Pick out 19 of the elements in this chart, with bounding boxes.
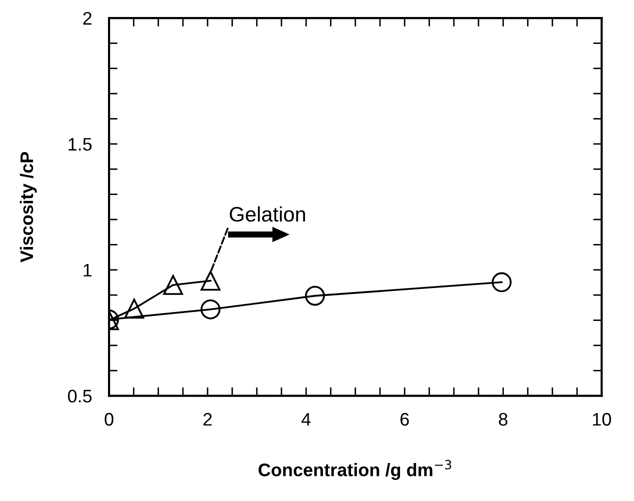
y-axis-title: Viscosity /cP	[20, 152, 37, 262]
x-tick-label: 2	[203, 412, 212, 426]
point	[163, 275, 184, 295]
y-tick-label: 0.5	[68, 390, 92, 403]
x-tick-label: 8	[498, 412, 508, 426]
x-tick-label: 4	[301, 413, 311, 426]
x-axis-title: Concentration /g dm$^{−3}$	[258, 460, 452, 480]
y-tick-label: 1.5	[68, 138, 92, 151]
point	[124, 298, 144, 319]
x-tick-label: 0	[104, 412, 114, 426]
point	[200, 299, 220, 320]
point	[200, 270, 220, 291]
point	[305, 286, 325, 306]
y-tick-label: 2	[83, 12, 92, 25]
x-tick-label: 10	[593, 412, 611, 426]
x-tick-label: 6	[400, 412, 409, 426]
point	[492, 272, 512, 292]
annotation: Gelation	[230, 206, 305, 222]
y-tick-label: 1	[84, 264, 92, 276]
